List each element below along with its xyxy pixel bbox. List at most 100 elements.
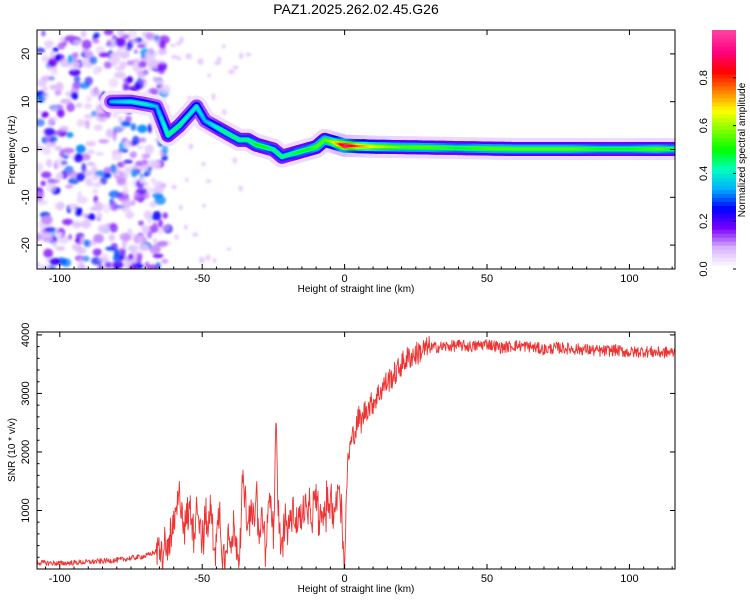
noise-blob	[47, 57, 58, 68]
noise-blob	[152, 180, 163, 188]
noise-blob	[37, 142, 41, 147]
noise-blob	[201, 162, 206, 167]
colorbar-tick-label: 0.2	[698, 214, 710, 229]
colorbar-swatch	[712, 225, 736, 230]
noise-blob	[130, 38, 139, 45]
noise-blob	[136, 70, 147, 78]
noise-blob	[97, 224, 110, 234]
colorbar-swatch	[712, 30, 736, 35]
noise-blob	[84, 76, 93, 86]
noise-blob	[46, 158, 53, 168]
noise-blob	[119, 51, 130, 59]
noise-blob	[76, 246, 87, 255]
snr-xlabel: Height of straight line (km)	[298, 584, 415, 595]
noise-blob	[122, 82, 130, 92]
noise-blob	[169, 43, 176, 47]
colorbar-swatch	[712, 165, 736, 171]
noise-blob	[214, 60, 222, 66]
noise-blob	[118, 196, 130, 202]
noise-blob	[37, 262, 41, 268]
colorbar-swatch	[712, 45, 736, 51]
noise-blob	[122, 185, 129, 196]
noise-blob	[239, 52, 244, 60]
noise-blob	[98, 52, 110, 58]
x-tick-label: -100	[49, 273, 71, 285]
noise-blob	[44, 127, 56, 136]
x-tick-label: -50	[194, 573, 210, 585]
noise-blob	[62, 147, 75, 154]
noise-blob	[119, 232, 132, 242]
y-tick-label: 4000	[20, 323, 32, 347]
noise-blob	[93, 124, 103, 132]
noise-blob	[137, 79, 146, 84]
noise-blob	[75, 102, 83, 109]
colorbar-swatch	[712, 229, 736, 234]
noise-blob	[145, 159, 158, 168]
noise-blob	[111, 54, 120, 65]
colorbar-swatch	[712, 125, 736, 131]
noise-blob	[37, 118, 45, 127]
noise-blob	[66, 102, 75, 113]
noise-blob	[77, 191, 83, 199]
noise-blob	[73, 39, 82, 45]
noise-blob	[122, 207, 127, 213]
noise-blob	[93, 201, 104, 212]
noise-blob	[147, 217, 152, 224]
noise-blob	[156, 240, 169, 247]
noise-blob	[87, 213, 96, 221]
noise-blob	[120, 120, 131, 127]
noise-blob	[95, 112, 100, 122]
noise-blob	[121, 239, 127, 249]
noise-blob	[138, 137, 147, 143]
y-tick-label: 20	[20, 48, 32, 60]
colorbar-swatch	[712, 157, 736, 163]
noise-blob	[128, 264, 138, 269]
noise-blob	[85, 119, 90, 130]
noise-blob	[175, 41, 181, 46]
noise-blob	[44, 226, 57, 232]
noise-blob	[138, 61, 148, 68]
noise-blob	[156, 228, 164, 235]
noise-blob	[49, 105, 61, 112]
colorbar-swatch	[712, 217, 736, 222]
noise-blob	[78, 257, 84, 267]
y-tick-label: 0	[20, 146, 32, 152]
noise-blob	[104, 111, 111, 119]
noise-blob	[94, 170, 106, 177]
x-tick-label: 100	[620, 573, 638, 585]
noise-blob	[126, 60, 135, 66]
colorbar-swatch	[712, 81, 736, 87]
colorbar-swatch	[712, 257, 736, 262]
noise-blob	[73, 154, 83, 163]
noise-blob	[80, 30, 87, 38]
noise-blob	[151, 187, 160, 194]
snr-ylabel: SNR (10 * v/v)	[7, 418, 18, 482]
noise-blob	[42, 86, 48, 92]
colorbar-swatch	[712, 193, 736, 198]
noise-blob	[141, 159, 148, 165]
colorbar-swatch	[712, 53, 736, 59]
colorbar-swatch	[712, 233, 736, 238]
noise-blob	[43, 40, 55, 47]
noise-blob	[75, 144, 86, 154]
colorbar-ticks: 0.0 0.2 0.4 0.6 0.8	[698, 70, 736, 277]
noise-blob	[221, 44, 226, 49]
noise-blob	[133, 49, 138, 54]
noise-blob	[37, 109, 43, 114]
noise-blob	[81, 39, 92, 50]
noise-blob	[40, 180, 46, 187]
noise-blob	[37, 146, 45, 151]
colorbar-tick-label: 0.4	[698, 166, 710, 181]
noise-blob	[121, 200, 132, 208]
noise-blob	[109, 201, 117, 211]
noise-blob	[102, 252, 108, 261]
noise-blob	[68, 68, 81, 77]
noise-blob	[152, 76, 158, 83]
noise-blob	[245, 52, 252, 57]
noise-blob	[129, 151, 137, 159]
noise-blob	[110, 164, 117, 174]
noise-blob	[137, 124, 148, 133]
y-tick-label: 1000	[20, 498, 32, 522]
x-tick-label: 50	[481, 273, 493, 285]
